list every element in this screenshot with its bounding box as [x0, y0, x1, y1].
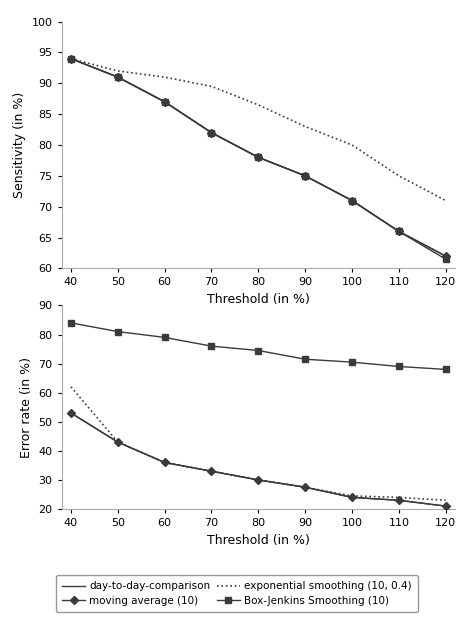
Y-axis label: Error rate (in %): Error rate (in %): [20, 357, 33, 458]
X-axis label: Threshold (in %): Threshold (in %): [207, 293, 310, 306]
Y-axis label: Sensitivity (in %): Sensitivity (in %): [13, 92, 26, 198]
X-axis label: Threshold (in %): Threshold (in %): [207, 534, 310, 547]
Legend: day-to-day-comparison, moving average (10), exponential smoothing (10, 0.4), Box: day-to-day-comparison, moving average (1…: [56, 575, 418, 612]
